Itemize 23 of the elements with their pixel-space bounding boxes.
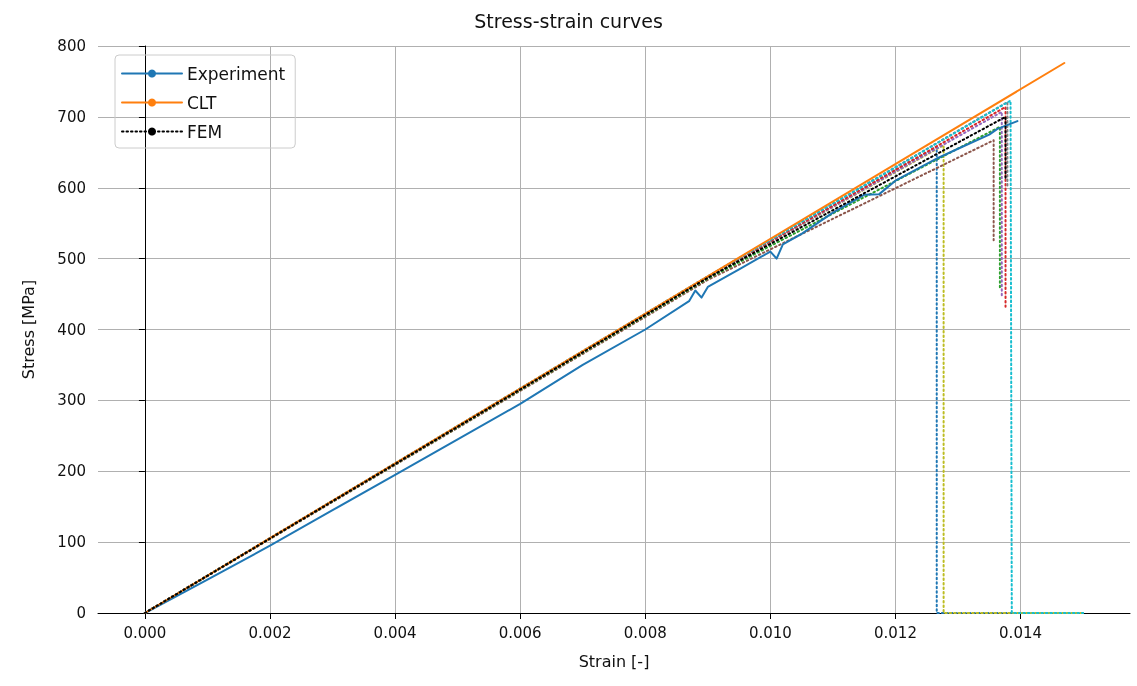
x-tick-label: 0.012: [873, 623, 917, 642]
chart-title: Stress-strain curves: [474, 9, 663, 32]
x-tick-label: 0.006: [498, 623, 542, 642]
y-tick-label: 700: [57, 107, 86, 126]
y-tick-label: 600: [57, 178, 86, 197]
y-tick-label: 100: [57, 533, 86, 552]
y-axis-title: Stress [MPa]: [18, 279, 38, 380]
x-tick-label: 0.000: [123, 623, 167, 642]
y-tick-label: 400: [57, 320, 86, 339]
x-tick-label: 0.004: [373, 623, 417, 642]
y-tick-label: 0: [76, 604, 86, 622]
x-tick-label: 0.010: [748, 623, 792, 642]
legend-label: CLT: [187, 92, 217, 113]
x-axis-title: Strain [-]: [578, 651, 650, 671]
x-tick-label: 0.008: [623, 623, 667, 642]
y-tick-label: 800: [57, 37, 86, 55]
x-tick-label: 0.014: [999, 623, 1043, 642]
y-tick-label: 500: [57, 249, 86, 268]
y-tick-label: 300: [57, 391, 86, 410]
y-tick-label: 200: [57, 462, 86, 481]
x-tick-label: 0.002: [248, 623, 292, 642]
legend-label: FEM: [187, 121, 223, 142]
legend-label: Experiment: [187, 63, 286, 84]
